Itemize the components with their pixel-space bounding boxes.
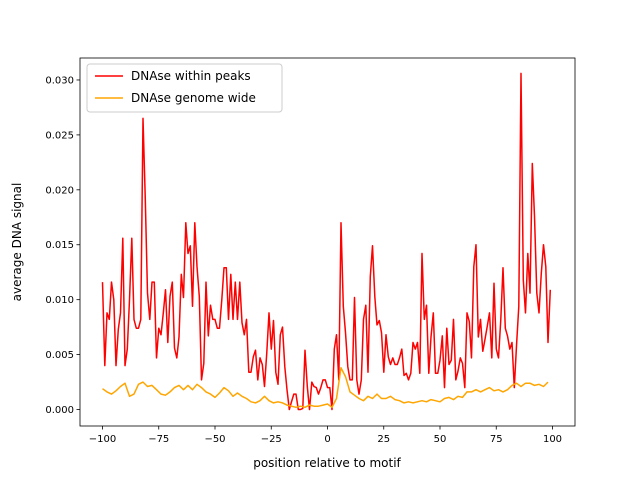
series-layer xyxy=(101,72,552,411)
legend-box xyxy=(86,63,283,113)
x-tick-label: −100 xyxy=(89,434,116,445)
y-tick-label: 0.010 xyxy=(45,295,74,306)
y-tick-label: 0.015 xyxy=(45,240,74,251)
y-axis-label: average DNA signal xyxy=(10,183,24,302)
legend-label-genome: DNAse genome wide xyxy=(131,91,256,105)
series-line-genome-wide xyxy=(102,367,549,409)
x-tick-label: −50 xyxy=(204,434,225,445)
x-axis: −100 −75 −50 −25 0 25 50 75 100 xyxy=(89,426,562,445)
y-tick-label: 0.005 xyxy=(45,350,74,361)
y-axis: 0.000 0.005 0.010 0.015 0.020 0.025 0.030 xyxy=(45,75,80,416)
y-tick-label: 0.020 xyxy=(45,185,74,196)
y-tick-label: 0.000 xyxy=(45,405,74,416)
plot-area xyxy=(80,58,575,426)
y-tick-label: 0.030 xyxy=(45,75,74,86)
x-tick-label: −75 xyxy=(148,434,169,445)
x-tick-label: −25 xyxy=(261,434,282,445)
legend-label-peaks: DNAse within peaks xyxy=(131,69,251,83)
legend: DNAse within peaks DNAse genome wide xyxy=(86,63,283,113)
x-tick-label: 100 xyxy=(543,434,562,445)
series-line-within-peaks xyxy=(101,72,552,411)
x-tick-label: 50 xyxy=(434,434,447,445)
x-tick-label: 25 xyxy=(377,434,390,445)
x-tick-label: 75 xyxy=(490,434,503,445)
y-tick-label: 0.025 xyxy=(45,130,74,141)
x-axis-label: position relative to motif xyxy=(253,456,401,470)
x-tick-label: 0 xyxy=(324,434,330,445)
